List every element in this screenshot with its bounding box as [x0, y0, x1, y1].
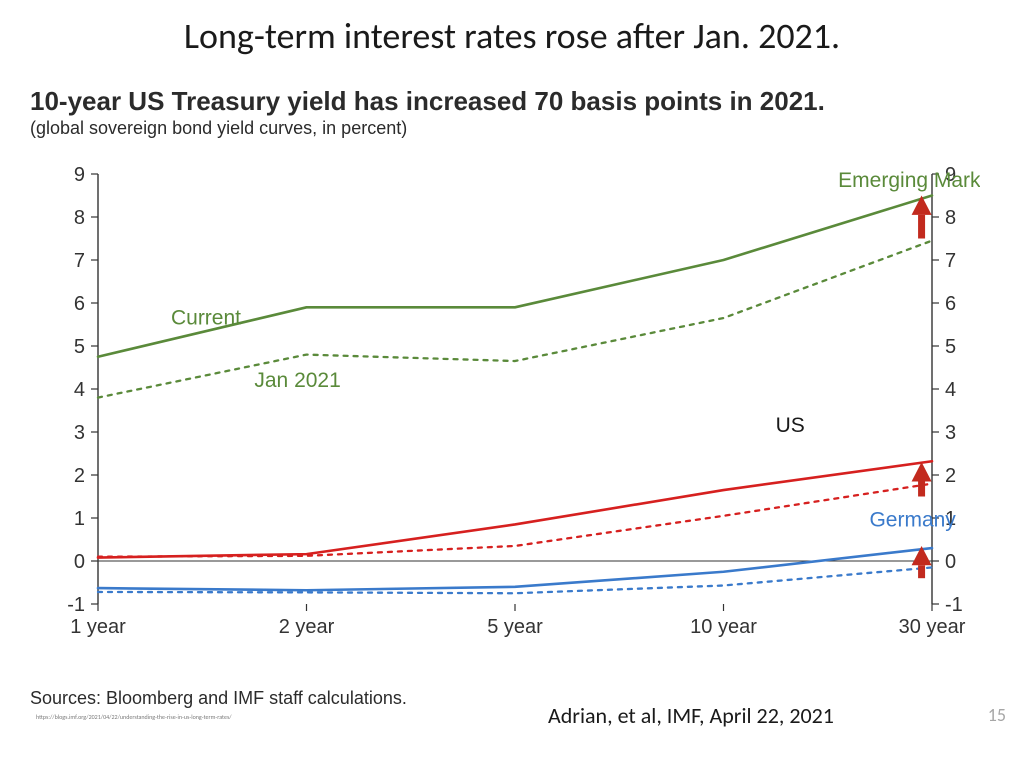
svg-text:10 year: 10 year — [690, 616, 757, 638]
svg-text:0: 0 — [945, 551, 956, 573]
svg-text:-1: -1 — [67, 594, 85, 616]
svg-text:8: 8 — [945, 207, 956, 229]
chart-paren: (global sovereign bond yield curves, in … — [30, 118, 407, 139]
svg-text:Current: Current — [171, 307, 241, 330]
svg-text:Jan 2021: Jan 2021 — [254, 369, 340, 392]
svg-text:3: 3 — [945, 422, 956, 444]
svg-text:7: 7 — [945, 250, 956, 272]
svg-text:2 year: 2 year — [279, 616, 335, 638]
svg-text:1 year: 1 year — [70, 616, 126, 638]
chart-sources: Sources: Bloomberg and IMF staff calcula… — [30, 688, 407, 709]
svg-text:5: 5 — [74, 336, 85, 358]
svg-text:2: 2 — [945, 465, 956, 487]
svg-text:8: 8 — [74, 207, 85, 229]
svg-text:30 year: 30 year — [899, 616, 966, 638]
svg-text:US: US — [776, 414, 805, 437]
svg-text:6: 6 — [74, 293, 85, 315]
page-number: 15 — [988, 704, 1006, 726]
svg-text:9: 9 — [74, 164, 85, 186]
svg-text:4: 4 — [74, 379, 85, 401]
svg-text:5 year: 5 year — [487, 616, 543, 638]
svg-text:5: 5 — [945, 336, 956, 358]
svg-text:6: 6 — [945, 293, 956, 315]
svg-text:4: 4 — [945, 379, 956, 401]
svg-text:2: 2 — [74, 465, 85, 487]
citation: Adrian, et al, IMF, April 22, 2021 — [548, 702, 834, 729]
yield-curve-chart: -1-1001122334455667788991 year2 year5 ye… — [30, 158, 980, 678]
slide-title: Long-term interest rates rose after Jan.… — [0, 14, 1024, 58]
svg-text:-1: -1 — [945, 594, 963, 616]
svg-text:Germany: Germany — [869, 509, 956, 532]
chart-subtitle: 10-year US Treasury yield has increased … — [30, 86, 825, 117]
svg-text:1: 1 — [74, 508, 85, 530]
svg-text:3: 3 — [74, 422, 85, 444]
svg-text:Emerging Markets: Emerging Markets — [838, 169, 980, 192]
svg-text:0: 0 — [74, 551, 85, 573]
svg-text:7: 7 — [74, 250, 85, 272]
source-url: https://blogs.imf.org/2021/04/22/underst… — [36, 713, 232, 721]
